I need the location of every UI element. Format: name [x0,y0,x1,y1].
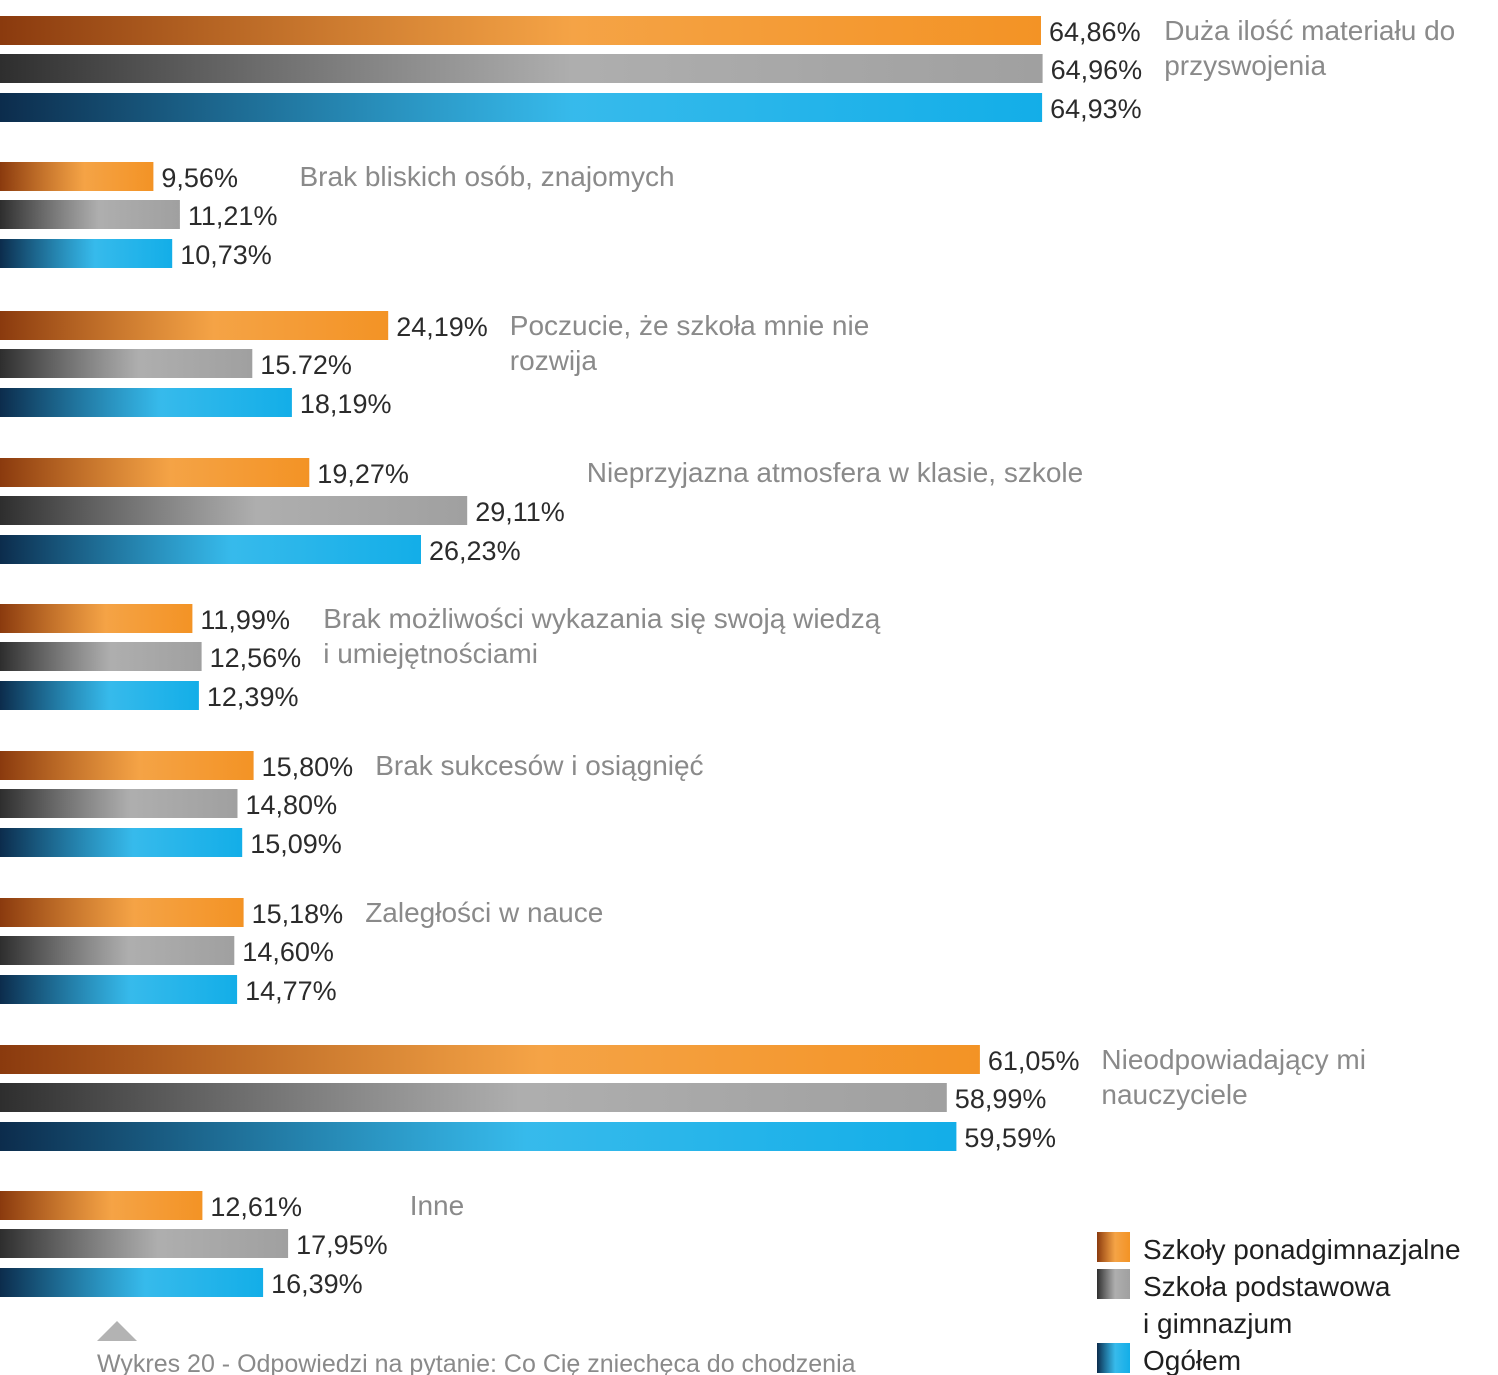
value-label-series-total-0: 64,93% [1050,94,1142,124]
bar-series-primary-and-gymnasium-8 [0,1229,289,1258]
value-label-series-total-5: 15,09% [250,829,342,859]
bar-series-primary-and-gymnasium-5 [0,789,238,818]
value-label-series-primary-and-gymnasium-0: 64,96% [1051,55,1143,85]
bar-series-primary-and-gymnasium-1 [0,200,180,229]
value-label-series-primary-and-gymnasium-3: 29,11% [475,497,565,527]
category-label-1-line-0: Brak bliskich osób, znajomych [300,161,675,192]
bar-series-secondary-schools-0 [0,16,1041,45]
value-label-series-secondary-schools-0: 64,86% [1049,17,1141,47]
value-label-series-total-2: 18,19% [300,389,392,419]
category-label-4-line-1: i umiejętnościami [323,638,538,669]
value-label-series-primary-and-gymnasium-8: 17,95% [296,1230,388,1260]
bar-series-secondary-schools-3 [0,458,310,487]
value-label-series-total-6: 14,77% [245,976,337,1006]
legend-label-series-primary-and-gymnasium-line-0: Szkoła podstawowa [1143,1271,1391,1302]
bar-series-total-5 [0,828,243,857]
bar-series-total-3 [0,535,421,564]
bars-layer [0,16,1043,1297]
bar-series-total-1 [0,239,173,268]
category-label-2-line-1: rozwija [510,345,598,376]
value-label-series-secondary-schools-2: 24,19% [396,312,488,342]
bar-series-primary-and-gymnasium-7 [0,1083,947,1112]
caption: Wykres 20 - Odpowiedzi na pytanie: Co Ci… [97,1321,856,1375]
value-label-series-secondary-schools-4: 11,99% [200,605,290,635]
category-label-7-line-1: nauczyciele [1101,1079,1247,1110]
category-label-0-line-1: przyswojenia [1164,50,1326,81]
bar-series-secondary-schools-1 [0,162,154,191]
value-label-series-primary-and-gymnasium-6: 14,60% [242,937,334,967]
value-label-series-total-1: 10,73% [180,240,272,270]
value-label-series-total-7: 59,59% [964,1123,1056,1153]
labels-layer: 64,86% 64,96% 64,93% Duża ilość materiału d… [161,15,1455,1299]
bar-series-total-4 [0,681,199,710]
legend-swatch-series-secondary-schools [1097,1232,1130,1262]
value-label-series-primary-and-gymnasium-5: 14,80% [246,790,338,820]
bar-series-total-7 [0,1122,957,1151]
legend: Szkoły ponadgimnazjalne Szkoła podstawowa… [1097,1232,1461,1375]
category-label-6-line-0: Zaległości w nauce [365,897,603,928]
value-label-series-secondary-schools-6: 15,18% [252,899,344,929]
caption-triangle-icon [97,1321,137,1341]
bar-series-primary-and-gymnasium-4 [0,642,202,671]
value-label-series-primary-and-gymnasium-2: 15.72% [260,350,352,380]
category-label-0-line-0: Duża ilość materiału do [1164,15,1455,46]
bar-series-primary-and-gymnasium-2 [0,349,253,378]
value-label-series-secondary-schools-7: 61,05% [988,1046,1080,1076]
bar-series-primary-and-gymnasium-0 [0,54,1043,83]
category-label-2-line-0: Poczucie, że szkoła mnie nie [510,310,870,341]
value-label-series-total-4: 12,39% [207,682,299,712]
value-label-series-secondary-schools-1: 9,56% [161,163,238,193]
legend-label-series-total-line-0: Ogółem [1143,1345,1241,1375]
legend-swatch-series-primary-and-gymnasium [1097,1269,1130,1299]
value-label-series-primary-and-gymnasium-1: 11,21% [188,201,278,231]
value-label-series-primary-and-gymnasium-4: 12,56% [210,643,302,673]
bar-series-total-8 [0,1268,264,1297]
bar-series-total-6 [0,975,238,1004]
value-label-series-total-3: 26,23% [429,536,521,566]
category-label-5-line-0: Brak sukcesów i osiągnięć [375,750,703,781]
chart-caption: Wykres 20 - Odpowiedzi na pytanie: Co Ci… [97,1350,856,1375]
category-label-8-line-0: Inne [410,1190,465,1221]
value-label-series-secondary-schools-3: 19,27% [317,459,409,489]
value-label-series-secondary-schools-8: 12,61% [210,1192,302,1222]
value-label-series-primary-and-gymnasium-7: 58,99% [955,1084,1047,1114]
legend-label-series-secondary-schools-line-0: Szkoły ponadgimnazjalne [1143,1234,1461,1265]
bar-series-secondary-schools-6 [0,898,244,927]
bar-series-secondary-schools-5 [0,751,254,780]
category-label-7-line-0: Nieodpowiadający mi [1101,1044,1366,1075]
value-label-series-secondary-schools-5: 15,80% [262,752,354,782]
bar-series-secondary-schools-2 [0,311,389,340]
category-label-4-line-0: Brak możliwości wykazania się swoją wied… [323,603,881,634]
category-label-3-line-0: Nieprzyjazna atmosfera w klasie, szkole [587,457,1083,488]
bar-series-total-0 [0,93,1043,122]
bar-series-primary-and-gymnasium-3 [0,496,468,525]
legend-label-series-primary-and-gymnasium-line-1: i gimnazjum [1143,1308,1292,1339]
value-label-series-total-8: 16,39% [271,1269,363,1299]
bar-series-secondary-schools-4 [0,604,193,633]
bar-series-total-2 [0,388,292,417]
bar-series-secondary-schools-8 [0,1191,203,1220]
bar-series-primary-and-gymnasium-6 [0,936,235,965]
bar-series-secondary-schools-7 [0,1045,980,1074]
legend-swatch-series-total [1097,1343,1130,1373]
